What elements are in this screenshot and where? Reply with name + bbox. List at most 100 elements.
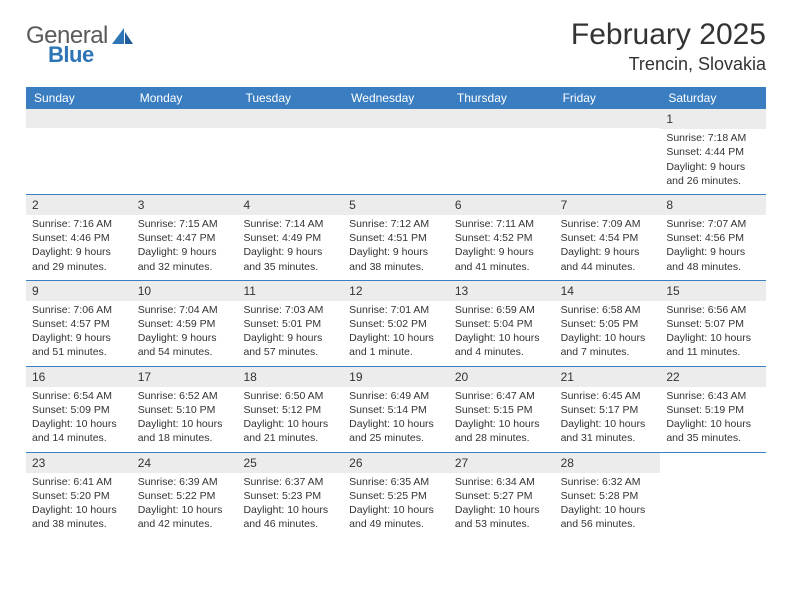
- daylight-line-2: and 26 minutes.: [666, 174, 760, 188]
- daylight-line-1: Daylight: 10 hours: [243, 417, 337, 431]
- calendar-day-cell: 28Sunrise: 6:32 AMSunset: 5:28 PMDayligh…: [555, 453, 661, 538]
- calendar-day-cell: 6Sunrise: 7:11 AMSunset: 4:52 PMDaylight…: [449, 195, 555, 280]
- weekday-header-cell: Tuesday: [237, 87, 343, 109]
- weekday-header-cell: Wednesday: [343, 87, 449, 109]
- sunrise-line: Sunrise: 7:09 AM: [561, 217, 655, 231]
- day-details: Sunrise: 6:58 AMSunset: 5:05 PMDaylight:…: [555, 301, 661, 366]
- day-number: 10: [132, 281, 238, 301]
- daylight-line-2: and 41 minutes.: [455, 260, 549, 274]
- sunset-line: Sunset: 5:27 PM: [455, 489, 549, 503]
- daylight-line-2: and 54 minutes.: [138, 345, 232, 359]
- calendar-week-row: 1Sunrise: 7:18 AMSunset: 4:44 PMDaylight…: [26, 109, 766, 195]
- day-number: 27: [449, 453, 555, 473]
- sunrise-line: Sunrise: 7:16 AM: [32, 217, 126, 231]
- day-details: Sunrise: 6:59 AMSunset: 5:04 PMDaylight:…: [449, 301, 555, 366]
- sunrise-line: Sunrise: 7:06 AM: [32, 303, 126, 317]
- sunset-line: Sunset: 4:59 PM: [138, 317, 232, 331]
- sunset-line: Sunset: 4:52 PM: [455, 231, 549, 245]
- calendar-day-cell: 15Sunrise: 6:56 AMSunset: 5:07 PMDayligh…: [660, 281, 766, 366]
- daylight-line-2: and 38 minutes.: [32, 517, 126, 531]
- daylight-line-2: and 42 minutes.: [138, 517, 232, 531]
- daylight-line-1: Daylight: 9 hours: [666, 245, 760, 259]
- sunset-line: Sunset: 4:46 PM: [32, 231, 126, 245]
- sunset-line: Sunset: 5:10 PM: [138, 403, 232, 417]
- daylight-line-2: and 25 minutes.: [349, 431, 443, 445]
- weekday-header-cell: Saturday: [660, 87, 766, 109]
- daylight-line-2: and 14 minutes.: [32, 431, 126, 445]
- calendar-day-cell: 5Sunrise: 7:12 AMSunset: 4:51 PMDaylight…: [343, 195, 449, 280]
- day-number: 2: [26, 195, 132, 215]
- sunset-line: Sunset: 5:09 PM: [32, 403, 126, 417]
- calendar-day-cell: 22Sunrise: 6:43 AMSunset: 5:19 PMDayligh…: [660, 367, 766, 452]
- day-number: 17: [132, 367, 238, 387]
- calendar-day-cell: 14Sunrise: 6:58 AMSunset: 5:05 PMDayligh…: [555, 281, 661, 366]
- calendar-day-cell: 1Sunrise: 7:18 AMSunset: 4:44 PMDaylight…: [660, 109, 766, 194]
- daylight-line-2: and 7 minutes.: [561, 345, 655, 359]
- sunrise-line: Sunrise: 7:07 AM: [666, 217, 760, 231]
- sunrise-line: Sunrise: 6:59 AM: [455, 303, 549, 317]
- empty-day-strip: [132, 109, 238, 128]
- daylight-line-1: Daylight: 10 hours: [455, 417, 549, 431]
- sail-icon: [110, 26, 136, 48]
- daylight-line-1: Daylight: 9 hours: [32, 331, 126, 345]
- daylight-line-1: Daylight: 10 hours: [243, 503, 337, 517]
- sunset-line: Sunset: 5:02 PM: [349, 317, 443, 331]
- sunrise-line: Sunrise: 6:52 AM: [138, 389, 232, 403]
- weekday-header-row: SundayMondayTuesdayWednesdayThursdayFrid…: [26, 87, 766, 109]
- sunset-line: Sunset: 5:28 PM: [561, 489, 655, 503]
- daylight-line-1: Daylight: 10 hours: [349, 331, 443, 345]
- daylight-line-1: Daylight: 9 hours: [349, 245, 443, 259]
- day-number: 22: [660, 367, 766, 387]
- empty-day-strip: [237, 109, 343, 128]
- weekday-header-cell: Sunday: [26, 87, 132, 109]
- daylight-line-2: and 51 minutes.: [32, 345, 126, 359]
- day-number: 13: [449, 281, 555, 301]
- daylight-line-2: and 35 minutes.: [666, 431, 760, 445]
- sunset-line: Sunset: 5:05 PM: [561, 317, 655, 331]
- daylight-line-2: and 1 minute.: [349, 345, 443, 359]
- day-details: Sunrise: 6:50 AMSunset: 5:12 PMDaylight:…: [237, 387, 343, 452]
- weekday-header-cell: Friday: [555, 87, 661, 109]
- brand-logo: General Blue: [26, 18, 136, 66]
- calendar-day-cell: 3Sunrise: 7:15 AMSunset: 4:47 PMDaylight…: [132, 195, 238, 280]
- day-number: 15: [660, 281, 766, 301]
- day-number: 3: [132, 195, 238, 215]
- daylight-line-2: and 18 minutes.: [138, 431, 232, 445]
- sunrise-line: Sunrise: 6:34 AM: [455, 475, 549, 489]
- day-details: Sunrise: 7:09 AMSunset: 4:54 PMDaylight:…: [555, 215, 661, 280]
- daylight-line-1: Daylight: 10 hours: [32, 503, 126, 517]
- day-details: Sunrise: 6:49 AMSunset: 5:14 PMDaylight:…: [343, 387, 449, 452]
- calendar-empty-cell: [660, 453, 766, 538]
- day-details: Sunrise: 7:11 AMSunset: 4:52 PMDaylight:…: [449, 215, 555, 280]
- daylight-line-1: Daylight: 10 hours: [138, 417, 232, 431]
- calendar-day-cell: 19Sunrise: 6:49 AMSunset: 5:14 PMDayligh…: [343, 367, 449, 452]
- day-number: 8: [660, 195, 766, 215]
- sunrise-line: Sunrise: 6:32 AM: [561, 475, 655, 489]
- day-number: 12: [343, 281, 449, 301]
- day-details: Sunrise: 6:39 AMSunset: 5:22 PMDaylight:…: [132, 473, 238, 538]
- day-details: Sunrise: 7:03 AMSunset: 5:01 PMDaylight:…: [237, 301, 343, 366]
- sunset-line: Sunset: 4:49 PM: [243, 231, 337, 245]
- empty-day-strip: [343, 109, 449, 128]
- day-details: Sunrise: 7:07 AMSunset: 4:56 PMDaylight:…: [660, 215, 766, 280]
- calendar-day-cell: 4Sunrise: 7:14 AMSunset: 4:49 PMDaylight…: [237, 195, 343, 280]
- day-details: Sunrise: 6:35 AMSunset: 5:25 PMDaylight:…: [343, 473, 449, 538]
- sunrise-line: Sunrise: 6:43 AM: [666, 389, 760, 403]
- day-details: Sunrise: 6:47 AMSunset: 5:15 PMDaylight:…: [449, 387, 555, 452]
- day-details: Sunrise: 7:01 AMSunset: 5:02 PMDaylight:…: [343, 301, 449, 366]
- daylight-line-2: and 35 minutes.: [243, 260, 337, 274]
- calendar-week-row: 9Sunrise: 7:06 AMSunset: 4:57 PMDaylight…: [26, 281, 766, 367]
- sunset-line: Sunset: 5:12 PM: [243, 403, 337, 417]
- day-number: 4: [237, 195, 343, 215]
- sunset-line: Sunset: 5:17 PM: [561, 403, 655, 417]
- sunset-line: Sunset: 4:44 PM: [666, 145, 760, 159]
- day-details: Sunrise: 6:41 AMSunset: 5:20 PMDaylight:…: [26, 473, 132, 538]
- sunrise-line: Sunrise: 6:58 AM: [561, 303, 655, 317]
- sunrise-line: Sunrise: 6:39 AM: [138, 475, 232, 489]
- daylight-line-1: Daylight: 9 hours: [561, 245, 655, 259]
- page-header: General Blue February 2025 Trencin, Slov…: [26, 18, 766, 75]
- calendar-empty-cell: [132, 109, 238, 194]
- day-number: 24: [132, 453, 238, 473]
- sunrise-line: Sunrise: 6:35 AM: [349, 475, 443, 489]
- calendar-page: General Blue February 2025 Trencin, Slov…: [0, 0, 792, 537]
